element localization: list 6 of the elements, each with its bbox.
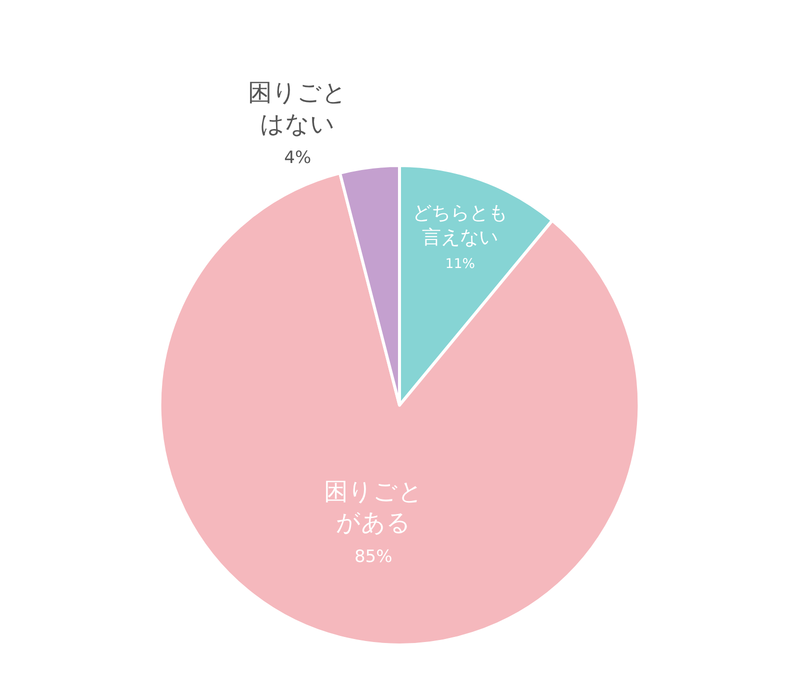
slice-label: 困りごとはない <box>248 78 348 138</box>
data-label: 4% <box>284 148 312 168</box>
data-label: 11% <box>445 257 476 272</box>
slice-label: どちらとも言えない <box>412 202 508 248</box>
slice-label: 困りごとがある <box>324 477 423 537</box>
data-label: 85% <box>354 546 392 567</box>
